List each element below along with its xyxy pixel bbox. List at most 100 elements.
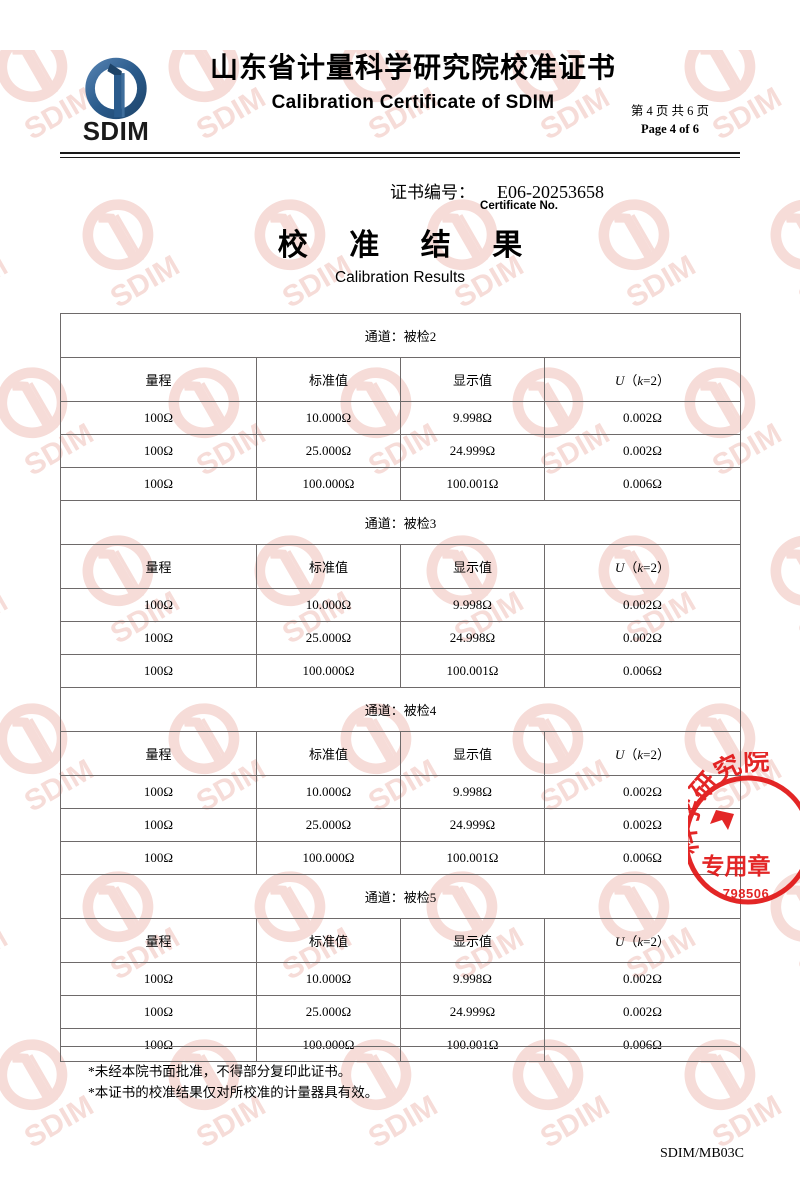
column-header: 量程 — [60, 544, 257, 589]
header-divider — [60, 152, 740, 158]
table-cell: 0.006Ω — [543, 467, 742, 501]
results-heading: 校 准 结 果 Calibration Results — [60, 220, 740, 287]
certificate-no-value: E06-20253658 — [497, 182, 604, 202]
table-row: 100Ω 10.000Ω 9.998Ω 0.002Ω — [60, 401, 742, 435]
column-header-uncertainty: U（k=2） — [543, 544, 742, 589]
table-cell: 0.006Ω — [543, 841, 742, 875]
channel-label: 通道：被检4 — [59, 687, 742, 732]
page-number-cn: 第 4 页 共 6 页 — [630, 104, 710, 118]
table-cell: 0.002Ω — [543, 808, 742, 842]
table-row: 100Ω 25.000Ω 24.999Ω 0.002Ω — [60, 808, 742, 842]
table-cell: 10.000Ω — [256, 775, 401, 809]
page-header: SDIM 山东省计量科学研究院校准证书 Calibration Certific… — [60, 50, 740, 146]
page-title-cn: 山东省计量科学研究院校准证书 — [209, 53, 616, 84]
results-heading-cn: 校 准 结 果 — [277, 229, 540, 262]
table-cell: 24.999Ω — [400, 808, 545, 842]
channel-label: 通道：被检2 — [59, 313, 742, 358]
table-row: 100Ω 100.000Ω 100.001Ω 0.006Ω — [60, 654, 742, 688]
table-cell: 100.000Ω — [256, 841, 401, 875]
sdim-logo-icon: SDIM — [68, 52, 164, 144]
table-cell: 9.998Ω — [400, 588, 545, 622]
table-cell: 10.000Ω — [256, 588, 401, 622]
table-cell: 100Ω — [60, 621, 257, 655]
table-cell: 100.000Ω — [256, 467, 401, 501]
table-cell: 100Ω — [60, 808, 257, 842]
table-cell: 100Ω — [60, 588, 257, 622]
table-cell: 100.000Ω — [256, 654, 401, 688]
table-cell: 100Ω — [60, 995, 257, 1029]
column-header: 标准值 — [256, 918, 401, 963]
table-cell: 24.999Ω — [400, 995, 545, 1029]
table-cell: 100Ω — [60, 775, 257, 809]
table-row: 100Ω 25.000Ω 24.998Ω 0.002Ω — [60, 621, 742, 655]
table-cell: 9.998Ω — [400, 401, 545, 435]
table-cell: 0.002Ω — [543, 621, 742, 655]
table-cell: 100Ω — [60, 654, 257, 688]
footer-divider — [60, 1045, 740, 1047]
table-cell: 0.002Ω — [543, 995, 742, 1029]
column-header: 显示值 — [400, 731, 545, 776]
table-cell: 0.002Ω — [543, 775, 742, 809]
table-cell: 100Ω — [60, 401, 257, 435]
table-cell: 25.000Ω — [256, 621, 401, 655]
table-row: 100Ω 10.000Ω 9.998Ω 0.002Ω — [60, 775, 742, 809]
table-row: 100Ω 25.000Ω 24.999Ω 0.002Ω — [60, 434, 742, 468]
table-cell: 100Ω — [60, 467, 257, 501]
table-cell: 100.001Ω — [400, 841, 545, 875]
page-footer: *未经本院书面批准，不得部分复印此证书。 *本证书的校准结果仅对所校准的计量器具… — [60, 1045, 744, 1162]
channel-label: 通道：被检5 — [59, 874, 742, 919]
column-header: 量程 — [60, 731, 257, 776]
table-cell: 100Ω — [60, 962, 257, 996]
results-heading-en: Calibration Results — [334, 269, 466, 286]
table-cell: 10.000Ω — [256, 962, 401, 996]
table-channel-row: 通道：被检3 — [59, 500, 742, 545]
column-header: 标准值 — [256, 357, 401, 402]
table-cell: 9.998Ω — [400, 962, 545, 996]
certificate-no-label-cn: 证书编号： — [390, 183, 475, 202]
column-header: 标准值 — [256, 731, 401, 776]
table-row: 100Ω 10.000Ω 9.998Ω 0.002Ω — [60, 588, 742, 622]
table-cell: 25.000Ω — [256, 995, 401, 1029]
table-channel-row: 通道：被检4 — [59, 687, 742, 732]
table-cell: 9.998Ω — [400, 775, 545, 809]
table-row: 100Ω 100.000Ω 100.001Ω 0.006Ω — [60, 841, 742, 875]
page-number: 第 4 页 共 6 页 Page 4 of 6 — [600, 102, 740, 138]
page-title-en: Calibration Certificate of SDIM — [271, 91, 555, 113]
table-header-row: 量程 标准值 显示值 U（k=2） — [60, 731, 742, 776]
svg-text:SDIM: SDIM — [83, 118, 150, 144]
footer-note-1: *未经本院书面批准，不得部分复印此证书。 — [88, 1063, 352, 1079]
certificate-no-label-en: Certificate No. — [480, 200, 558, 212]
certificate-page: SDIM 山东省计量科学研究院校准证书 Calibration Certific… — [0, 50, 800, 1182]
table-cell: 0.002Ω — [543, 962, 742, 996]
table-channel-row: 通道：被检2 — [59, 313, 742, 358]
column-header: 显示值 — [400, 357, 545, 402]
column-header-uncertainty: U（k=2） — [543, 918, 742, 963]
table-cell: 25.000Ω — [256, 808, 401, 842]
table-header-row: 量程 标准值 显示值 U（k=2） — [60, 357, 742, 402]
table-cell: 0.002Ω — [543, 401, 742, 435]
form-code: SDIM/MB03C — [659, 1146, 744, 1161]
table-row: 100Ω 25.000Ω 24.999Ω 0.002Ω — [60, 995, 742, 1029]
table-row: 100Ω 100.000Ω 100.001Ω 0.006Ω — [60, 467, 742, 501]
table-cell: 24.999Ω — [400, 434, 545, 468]
column-header: 标准值 — [256, 544, 401, 589]
title-block: 山东省计量科学研究院校准证书 Calibration Certificate o… — [178, 50, 648, 114]
table-cell: 100Ω — [60, 434, 257, 468]
column-header-uncertainty: U（k=2） — [543, 731, 742, 776]
table-header-row: 量程 标准值 显示值 U（k=2） — [60, 918, 742, 963]
column-header: 量程 — [60, 918, 257, 963]
table-cell: 0.002Ω — [543, 588, 742, 622]
certificate-no-block: 证书编号： E06-20253658 Certificate No. — [60, 178, 740, 224]
footer-note-2: *本证书的校准结果仅对所校准的计量器具有效。 — [88, 1085, 379, 1101]
channel-label: 通道：被检3 — [59, 500, 742, 545]
table-channel-row: 通道：被检5 — [59, 874, 742, 919]
table-row: 100Ω 10.000Ω 9.998Ω 0.002Ω — [60, 962, 742, 996]
column-header: 量程 — [60, 357, 257, 402]
column-header: 显示值 — [400, 544, 545, 589]
table-cell: 100.001Ω — [400, 654, 545, 688]
page-number-en: Page 4 of 6 — [641, 122, 699, 137]
table-cell: 0.006Ω — [543, 654, 742, 688]
table-cell: 10.000Ω — [256, 401, 401, 435]
table-cell: 100Ω — [60, 841, 257, 875]
table-header-row: 量程 标准值 显示值 U（k=2） — [60, 544, 742, 589]
